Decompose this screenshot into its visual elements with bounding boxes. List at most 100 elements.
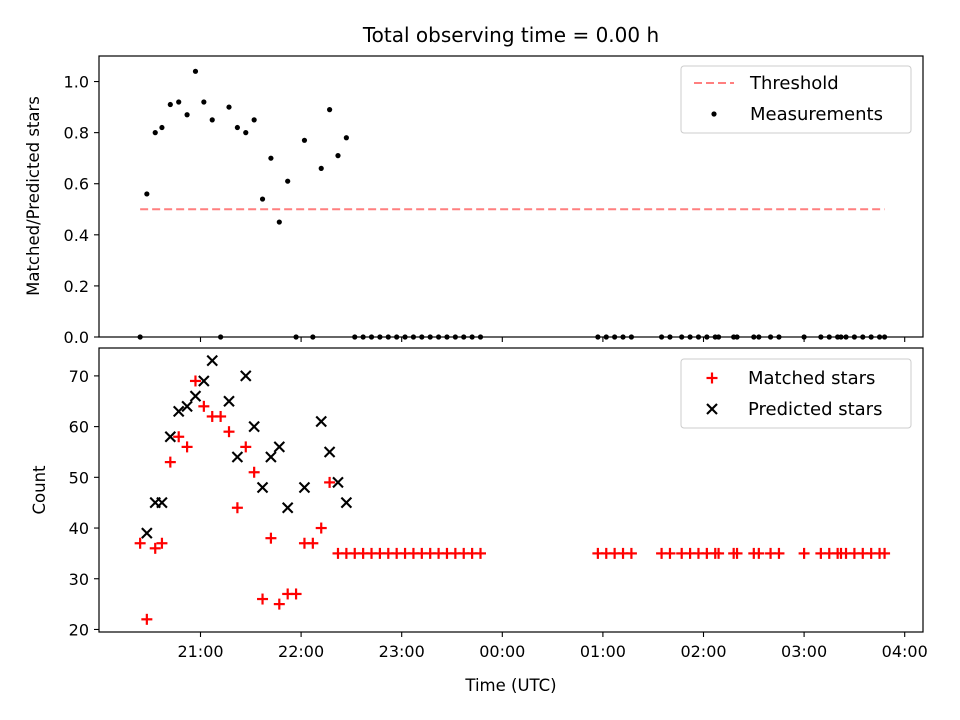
matched-star-point	[315, 522, 327, 534]
predicted-star-point	[181, 400, 193, 413]
x-tick-label: 04:00	[882, 642, 928, 661]
matched-star-point	[664, 547, 676, 559]
predicted-star-point	[298, 481, 311, 494]
measurement-point	[144, 191, 150, 197]
y-tick-label: 20	[69, 620, 89, 639]
matched-star-point	[753, 547, 765, 559]
predicted-star-point	[240, 370, 252, 382]
matched-star-point	[773, 547, 785, 559]
measurement-point	[243, 130, 249, 136]
bottom-axes-frame	[98, 347, 924, 633]
matched-star-point	[713, 547, 725, 559]
x-axis-label: Time (UTC)	[464, 676, 556, 695]
y-tick-label: 0.8	[64, 124, 89, 143]
measurement-point	[234, 124, 240, 131]
measurement-point	[327, 107, 333, 113]
x-tick-label: 23:00	[379, 642, 425, 661]
y-tick-label: 70	[69, 367, 89, 386]
predicted-star-point	[172, 405, 185, 418]
matched-star-point	[257, 593, 269, 605]
matched-star-point	[173, 431, 185, 443]
matched-star-point	[265, 532, 277, 544]
matched-star-point	[149, 542, 161, 554]
y-tick-label: 0.0	[64, 328, 89, 347]
top-panel: 0.0 0.2 0.4 0.6 0.8 1.0 Matched/Predicted sta…	[24, 55, 924, 347]
top-y-axis-label: Matched/Predicted stars	[24, 96, 43, 296]
y-tick-label: 0.4	[64, 226, 89, 245]
predicted-star-point	[156, 496, 168, 509]
top-axes-frame	[98, 55, 924, 338]
measurements-legend-swatch	[711, 111, 717, 117]
bottom-plot-area	[134, 354, 891, 625]
x-tick-label: 01:00	[580, 642, 626, 661]
predicted-star-point	[248, 420, 260, 433]
matched-legend-label: Matched stars	[748, 368, 875, 389]
matched-star-point	[164, 456, 176, 468]
predicted-star-point	[340, 496, 353, 509]
measurement-point	[285, 178, 291, 184]
predicted-star-point	[164, 431, 177, 443]
predicted-star-point	[223, 395, 235, 407]
x-tick-label: 22:00	[278, 642, 324, 661]
measurement-point	[251, 117, 257, 123]
predicted-star-point	[141, 527, 153, 539]
x-tick-label: 00:00	[479, 642, 525, 661]
measurement-point	[176, 99, 182, 105]
bottom-y-ticks: 20 30 40 50 60 70	[69, 367, 99, 639]
measurement-point	[318, 165, 324, 171]
matched-legend-marker	[706, 372, 718, 384]
measurement-point	[259, 196, 266, 202]
bottom-legend-box	[680, 358, 912, 429]
predicted-star-point	[189, 390, 202, 402]
matched-star-point	[156, 537, 168, 549]
matched-star-point	[134, 537, 146, 549]
matched-star-point	[731, 547, 743, 559]
predicted-star-point	[273, 441, 286, 453]
measurement-point	[152, 130, 158, 136]
matched-star-point	[215, 410, 227, 422]
predicted-star-point	[315, 415, 327, 428]
predicted-star-point	[265, 451, 277, 463]
predicted-legend-label: Predicted stars	[748, 399, 882, 420]
top-legend: Threshold Measurements	[680, 65, 912, 134]
predicted-star-point	[231, 451, 244, 463]
bottom-legend: Matched stars Predicted stars	[680, 358, 912, 429]
measurement-point	[167, 101, 173, 108]
matched-star-point	[223, 426, 235, 438]
bottom-x-ticks: 21:00 22:00 23:00 00:00 01:00 02:00 03:00 04:00	[177, 632, 928, 661]
matched-star-point	[290, 588, 302, 600]
matched-star-point	[141, 613, 153, 625]
predicted-star-point	[281, 502, 294, 514]
bottom-panel: 20 30 40 50 60 70 21:00 22:00 23:00 00:00 01:00 02…	[30, 347, 928, 695]
y-tick-label: 50	[69, 468, 89, 487]
matched-star-point	[475, 547, 487, 559]
matched-star-point	[625, 547, 637, 559]
matched-star-point	[231, 502, 243, 514]
measurement-point	[192, 68, 199, 74]
y-tick-label: 0.2	[64, 277, 89, 296]
matched-star-point	[879, 547, 891, 559]
top-x-ticks	[199, 337, 906, 342]
predicted-star-point	[198, 375, 210, 387]
measurements-legend-label: Measurements	[750, 104, 883, 125]
threshold-legend-label: Threshold	[749, 73, 839, 94]
matched-star-point	[798, 547, 810, 559]
matched-star-point	[324, 476, 336, 488]
matched-star-point	[248, 466, 260, 478]
measurement-point	[268, 155, 274, 161]
x-tick-label: 02:00	[680, 642, 726, 661]
x-tick-label: 03:00	[781, 642, 827, 661]
matched-star-point	[189, 375, 201, 387]
matched-star-point	[273, 598, 285, 610]
predicted-star-point	[323, 446, 336, 458]
measurement-point	[301, 137, 308, 143]
measurement-point	[209, 117, 215, 123]
matched-star-point	[240, 441, 252, 453]
measurement-point	[343, 135, 349, 141]
y-tick-label: 40	[69, 519, 89, 538]
chart-title: Total observing time = 0.00 h	[362, 23, 659, 47]
matched-legend-swatch	[706, 372, 718, 384]
y-tick-label: 60	[69, 418, 89, 437]
measurement-point	[184, 112, 190, 118]
y-tick-label: 1.0	[64, 73, 89, 92]
